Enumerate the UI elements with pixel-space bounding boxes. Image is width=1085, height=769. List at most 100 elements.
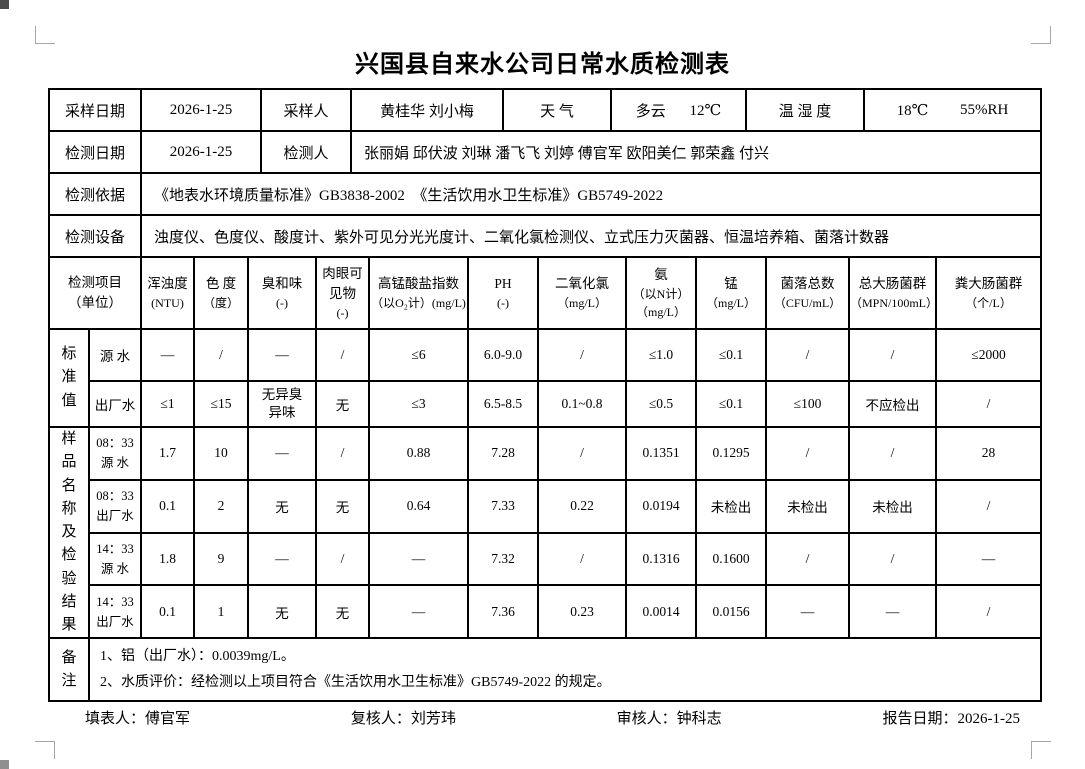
weather-condition: 多云 [635, 103, 666, 120]
weather-label: 天 气 [502, 88, 612, 132]
humidity-value: 55%RH [960, 101, 1009, 118]
table-cell: / [537, 426, 627, 481]
table-cell: 6.0-9.0 [467, 328, 539, 382]
table-cell: 0.0194 [625, 478, 697, 534]
row-label: 08：33 源 水 [88, 426, 142, 481]
tester-value: 张丽娟 邱伏波 刘琳 潘飞飞 刘婷 傅官军 欧阳美仁 郭荣鑫 付兴 [350, 130, 1042, 174]
col-header-colony-count: 菌落总数 （CFU/mL） [765, 256, 850, 330]
col-header-total-coliform: 总大肠菌群 （MPN/100mL） [848, 256, 937, 330]
temp-humidity-label: 温 湿 度 [745, 88, 865, 132]
table-cell: — [140, 328, 195, 382]
table-cell: 0.1351 [625, 426, 697, 481]
reviewer-label: 复核人： [350, 711, 411, 727]
report-table: 采样日期 2026-1-25 采样人 黄桂华 刘小梅 天 气 多云 12℃ 温 … [48, 88, 1042, 703]
page-corner-mark [1031, 741, 1051, 759]
table-cell: 10 [193, 426, 249, 481]
table-cell: 7.36 [467, 584, 539, 640]
sampling-date-value: 2026-1-25 [140, 88, 262, 132]
table-cell: / [193, 328, 249, 382]
table-cell: / [765, 426, 850, 481]
table-cell: / [848, 328, 937, 382]
table-cell: 0.1~0.8 [537, 380, 627, 428]
table-cell: ≤15 [193, 380, 249, 428]
row-label: 出厂水 [88, 380, 142, 428]
table-cell: 无 [315, 380, 370, 428]
basis-value: 《地表水环境质量标准》GB3838-2002 《生活饮用水卫生标准》GB5749… [140, 172, 1042, 216]
table-cell: 0.1 [140, 478, 195, 534]
remarks-row: 备注 1、铝（出厂水）：0.0039mg/L。 2、水质评价：经检测以上项目符合… [48, 637, 1042, 703]
table-cell: 0.1295 [695, 426, 767, 481]
table-cell: ≤3 [368, 380, 469, 428]
sample-time: 08：33 [96, 489, 134, 504]
table-cell: 未检出 [848, 478, 937, 534]
table-cell: ≤0.5 [625, 380, 697, 428]
table-cell: / [765, 531, 850, 587]
table-cell: / [935, 584, 1042, 640]
results-table: 检测项目 （单位） 浑浊度 (NTU) 色 度（度） 臭和味 (-) 肉眼可见物 (-… [48, 256, 1042, 703]
sample-row: 样品名称及检验结果 08：33 源 水 1.7 10 — / 0.88 7.28… [48, 425, 1042, 640]
row-label: 08：33 出厂水 [88, 478, 142, 534]
sampling-date-label: 采样日期 [48, 88, 142, 132]
table-cell: 无 [315, 478, 370, 534]
table-cell: ≤2000 [935, 328, 1042, 382]
col-header-fecal-coliform: 粪大肠菌群 （个/L） [935, 256, 1042, 330]
table-cell: 28 [935, 426, 1042, 481]
standard-tap-row: 出厂水 ≤1 ≤15 无异臭异味 无 ≤3 6.5-8.5 0.1~0.8 ≤0… [49, 380, 1042, 428]
col-header-manganese: 锰（mg/L） [695, 256, 767, 330]
auditor-field: 审核人：钟科志 [617, 707, 722, 728]
basis-row: 检测依据 《地表水环境质量标准》GB3838-2002 《生活饮用水卫生标准》G… [48, 172, 1042, 216]
page-corner-mark [35, 741, 55, 759]
corner-header: 检测项目 （单位） [48, 256, 142, 330]
table-cell: 无 [247, 478, 317, 534]
page-corner-mark [1031, 26, 1051, 44]
sample-time: 14：33 [96, 542, 134, 557]
testing-date-label: 检测日期 [48, 130, 142, 174]
col-header-permanganate: 高锰酸盐指数 （以O₂计）(mg/L) [368, 256, 469, 330]
remarks-section-label: 备注 [48, 637, 90, 703]
reviewer-name: 刘芳玮 [410, 711, 456, 727]
equipment-row: 检测设备 浊度仪、色度仪、酸度计、紫外可见分光光度计、二氧化氯检测仪、立式压力灭… [48, 214, 1042, 258]
filler-field: 填表人：傅官军 [85, 707, 190, 728]
tester-label: 检测人 [260, 130, 352, 174]
table-cell: / [315, 426, 370, 481]
sample-row: 14：33 出厂水 0.1 1 无 无 — 7.36 0.23 0.0014 0… [49, 584, 1042, 640]
table-cell: / [537, 531, 627, 587]
table-cell: ≤1 [140, 380, 195, 428]
samples-section-label: 样品名称及检验结果 [48, 425, 90, 640]
window-edge-artifact [0, 0, 9, 9]
temperature-value: 18℃ [896, 102, 929, 119]
table-cell: — [247, 426, 317, 481]
col-header-odor: 臭和味 (-) [247, 256, 317, 330]
table-cell: 7.28 [467, 426, 539, 481]
row-label: 14：33 源 水 [88, 531, 142, 587]
equipment-value: 浊度仪、色度仪、酸度计、紫外可见分光光度计、二氧化氯检测仪、立式压力灭菌器、恒温… [140, 214, 1042, 258]
table-cell: 6.5-8.5 [467, 380, 539, 428]
row-label: 源 水 [88, 328, 142, 382]
page-corner-mark [35, 26, 55, 44]
table-cell: 0.64 [368, 478, 469, 534]
table-cell: 1.7 [140, 426, 195, 481]
table-cell: — [247, 531, 317, 587]
table-cell: — [247, 328, 317, 382]
sample-row: 14：33 源 水 1.8 9 — / — 7.32 / 0.1316 0.16… [49, 531, 1042, 587]
report-date-value: 2026-1-25 [957, 711, 1021, 727]
sampling-row: 采样日期 2026-1-25 采样人 黄桂华 刘小梅 天 气 多云 12℃ 温 … [48, 88, 1042, 132]
reviewer-field: 复核人：刘芳玮 [351, 707, 456, 728]
table-cell: 无异臭异味 [247, 380, 317, 428]
col-header-ammonia: 氨（以N计）（mg/L） [625, 256, 697, 330]
table-cell: ≤0.1 [695, 328, 767, 382]
report-date-field: 报告日期：2026-1-25 [882, 707, 1020, 728]
table-cell: 未检出 [765, 478, 850, 534]
table-cell: ≤1.0 [625, 328, 697, 382]
table-cell: 9 [193, 531, 249, 587]
filler-name: 傅官军 [145, 711, 191, 727]
report-date-label: 报告日期： [882, 711, 958, 727]
table-cell: 0.1600 [695, 531, 767, 587]
equipment-label: 检测设备 [48, 214, 142, 258]
table-cell: / [315, 531, 370, 587]
table-cell: 1.8 [140, 531, 195, 587]
col-header-visible-matter: 肉眼可见物 (-) [315, 256, 370, 330]
table-cell: 0.23 [537, 584, 627, 640]
basis-label: 检测依据 [48, 172, 142, 216]
sample-type: 源 水 [100, 562, 130, 577]
